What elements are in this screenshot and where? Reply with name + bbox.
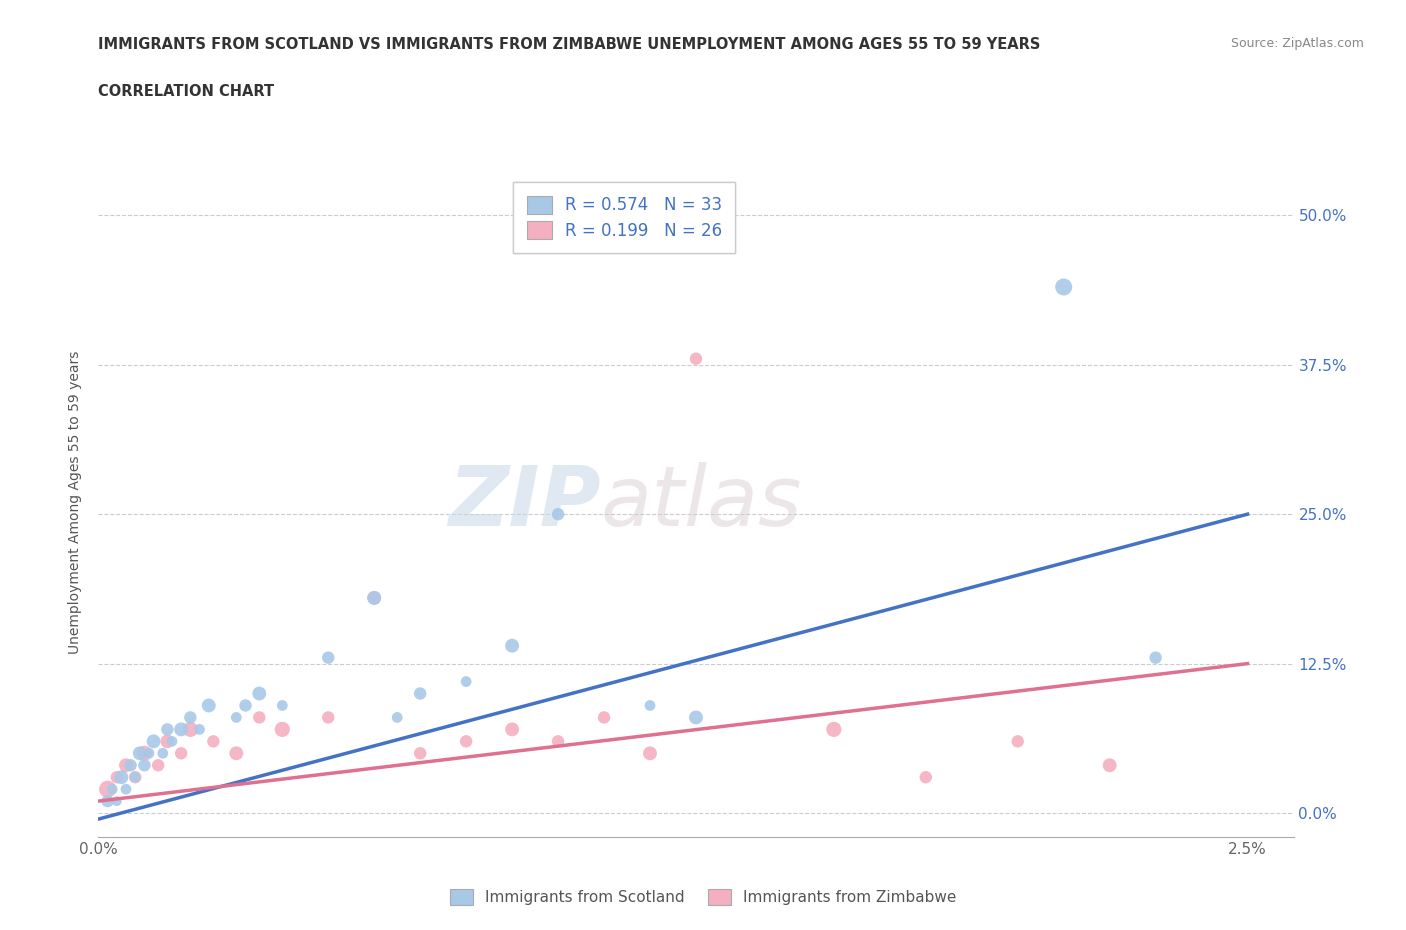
Point xyxy=(225,710,247,724)
Point xyxy=(156,734,179,749)
Point xyxy=(685,352,707,366)
Point xyxy=(124,770,146,785)
Point xyxy=(547,507,569,522)
Point xyxy=(115,782,138,797)
Legend: Immigrants from Scotland, Immigrants from Zimbabwe: Immigrants from Scotland, Immigrants fro… xyxy=(443,881,963,913)
Point xyxy=(235,698,257,713)
Point xyxy=(638,746,661,761)
Point xyxy=(501,722,523,737)
Point xyxy=(1098,758,1121,773)
Text: Source: ZipAtlas.com: Source: ZipAtlas.com xyxy=(1230,37,1364,50)
Point xyxy=(914,770,936,785)
Point xyxy=(593,710,616,724)
Point xyxy=(316,650,339,665)
Point xyxy=(124,770,146,785)
Text: atlas: atlas xyxy=(600,461,801,543)
Point xyxy=(152,746,174,761)
Point xyxy=(456,734,478,749)
Legend: R = 0.574   N = 33, R = 0.199   N = 26: R = 0.574 N = 33, R = 0.199 N = 26 xyxy=(513,182,735,253)
Point xyxy=(110,770,132,785)
Point xyxy=(247,686,270,701)
Point xyxy=(271,722,294,737)
Point xyxy=(409,746,432,761)
Point xyxy=(823,722,845,737)
Point xyxy=(115,758,138,773)
Point xyxy=(225,746,247,761)
Point xyxy=(197,698,219,713)
Point xyxy=(202,734,225,749)
Point xyxy=(105,770,128,785)
Point xyxy=(409,686,432,701)
Y-axis label: Unemployment Among Ages 55 to 59 years: Unemployment Among Ages 55 to 59 years xyxy=(69,351,83,654)
Point xyxy=(97,782,120,797)
Point xyxy=(1053,280,1076,295)
Point xyxy=(685,710,707,724)
Point xyxy=(247,710,270,724)
Point xyxy=(638,698,661,713)
Point xyxy=(170,746,193,761)
Point xyxy=(134,758,156,773)
Text: ZIP: ZIP xyxy=(447,461,600,543)
Point xyxy=(1144,650,1167,665)
Point xyxy=(179,722,201,737)
Point xyxy=(128,746,150,761)
Point xyxy=(501,638,523,653)
Point xyxy=(101,782,124,797)
Point xyxy=(134,746,156,761)
Point xyxy=(160,734,183,749)
Point xyxy=(148,758,170,773)
Point xyxy=(138,746,160,761)
Point xyxy=(97,793,120,808)
Point xyxy=(120,758,142,773)
Point xyxy=(105,793,128,808)
Point xyxy=(547,734,569,749)
Point xyxy=(142,734,165,749)
Point xyxy=(179,710,201,724)
Point xyxy=(363,591,385,605)
Point xyxy=(316,710,339,724)
Text: CORRELATION CHART: CORRELATION CHART xyxy=(98,84,274,99)
Point xyxy=(156,722,179,737)
Point xyxy=(385,710,409,724)
Text: IMMIGRANTS FROM SCOTLAND VS IMMIGRANTS FROM ZIMBABWE UNEMPLOYMENT AMONG AGES 55 : IMMIGRANTS FROM SCOTLAND VS IMMIGRANTS F… xyxy=(98,37,1040,52)
Point xyxy=(363,591,385,605)
Point xyxy=(271,698,294,713)
Point xyxy=(188,722,211,737)
Point xyxy=(456,674,478,689)
Point xyxy=(1007,734,1029,749)
Point xyxy=(170,722,193,737)
